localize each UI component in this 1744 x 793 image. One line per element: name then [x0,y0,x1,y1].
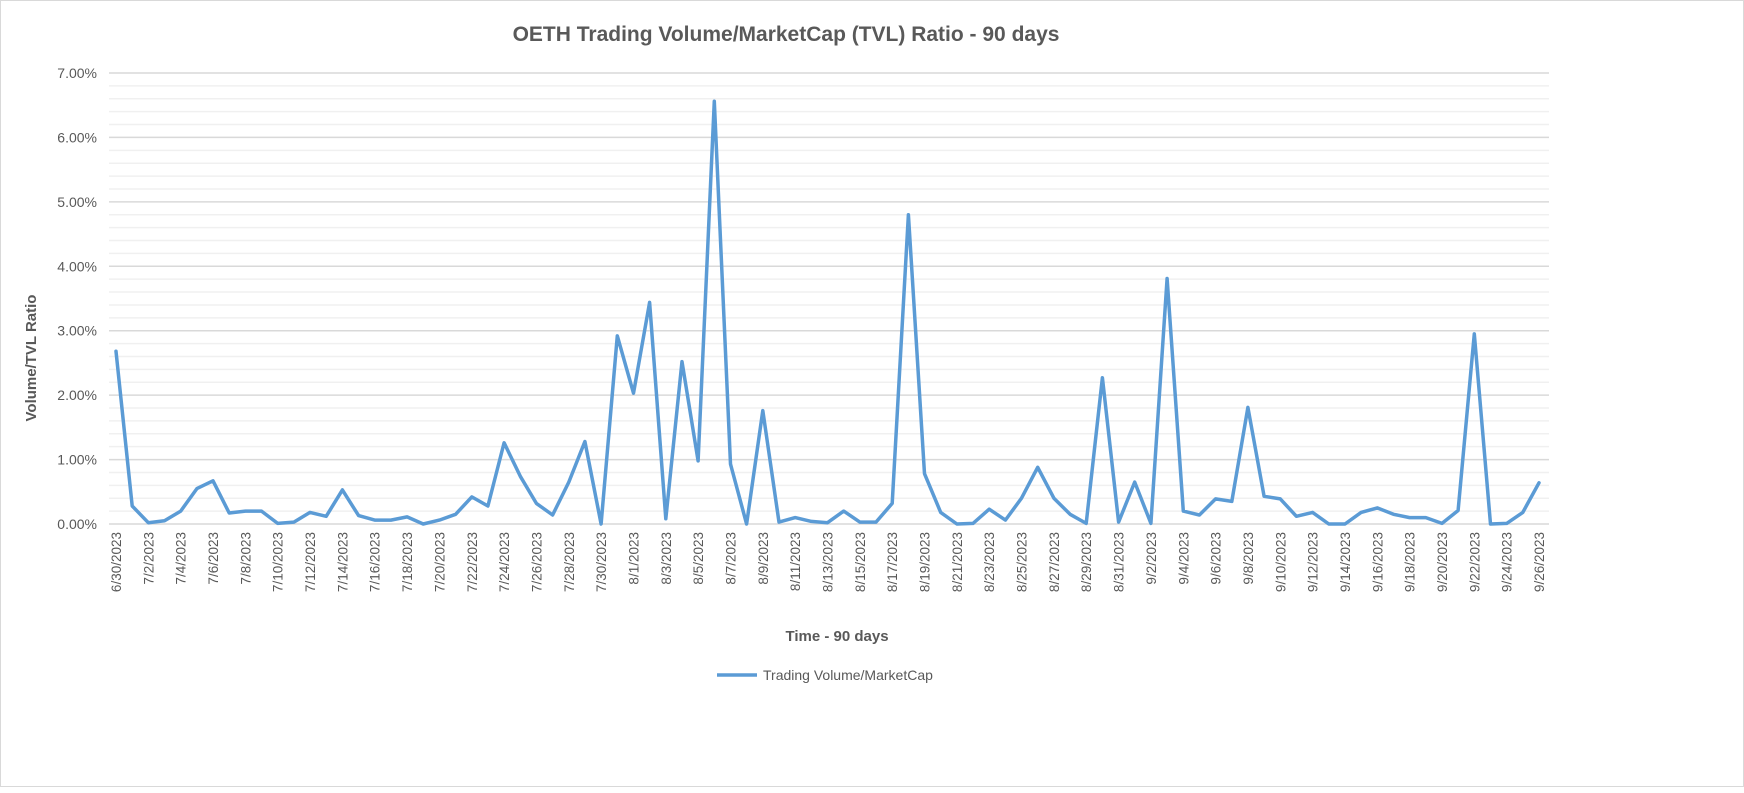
x-tick-label: 7/18/2023 [400,532,415,592]
legend: Trading Volume/MarketCap [717,667,933,683]
x-tick-label: 8/19/2023 [918,532,933,592]
x-tick-label: 7/6/2023 [206,532,221,585]
y-tick-label: 7.00% [57,65,97,81]
x-tick-label: 9/8/2023 [1241,532,1256,585]
x-tick-label: 8/11/2023 [788,532,803,591]
x-tick-label: 9/6/2023 [1209,532,1224,585]
y-tick-label: 5.00% [57,194,97,210]
y-tick-label: 4.00% [57,258,97,274]
x-tick-label: 9/24/2023 [1500,532,1515,592]
y-axis-label: Volume/TVL Ratio [23,295,40,422]
y-tick-label: 3.00% [57,323,97,339]
x-tick-label: 8/5/2023 [691,532,706,585]
x-tick-label: 7/26/2023 [529,532,544,592]
x-tick-label: 8/1/2023 [626,532,641,585]
x-tick-label: 8/17/2023 [885,532,900,592]
gridlines [109,73,1549,524]
x-tick-label: 9/26/2023 [1532,532,1547,592]
y-axis-ticks: 0.00% 1.00% 2.00% 3.00% 4.00% 5.00% 6.00% 7.00% [57,65,97,532]
x-tick-label: 7/20/2023 [432,532,447,592]
y-tick-label: 2.00% [57,387,97,403]
x-tick-label: 9/16/2023 [1370,532,1385,592]
x-tick-label: 9/20/2023 [1435,532,1450,592]
x-tick-label: 7/28/2023 [562,532,577,592]
x-tick-label: 8/7/2023 [723,532,738,585]
x-tick-label: 9/14/2023 [1338,532,1353,592]
x-tick-label: 7/4/2023 [174,532,189,585]
x-tick-label: 7/24/2023 [497,532,512,592]
x-tick-label: 8/21/2023 [950,532,965,592]
x-tick-label: 9/4/2023 [1176,532,1191,585]
y-tick-label: 0.00% [57,516,97,532]
x-tick-label: 9/22/2023 [1467,532,1482,592]
chart-title: OETH Trading Volume/MarketCap (TVL) Rati… [513,23,1060,46]
x-tick-label: 8/13/2023 [821,532,836,592]
y-tick-label: 6.00% [57,129,97,145]
x-tick-label: 7/30/2023 [594,532,609,592]
x-tick-label: 7/2/2023 [141,532,156,585]
x-axis-label: Time - 90 days [785,628,888,645]
x-tick-label: 7/12/2023 [303,532,318,592]
x-tick-label: 8/29/2023 [1079,532,1094,592]
series-line [116,101,1539,524]
x-tick-label: 7/14/2023 [335,532,350,592]
x-tick-label: 7/22/2023 [465,532,480,592]
x-tick-label: 7/16/2023 [368,532,383,592]
x-tick-label: 9/18/2023 [1403,532,1418,592]
x-tick-label: 9/10/2023 [1273,532,1288,592]
x-tick-label: 8/23/2023 [982,532,997,592]
x-tick-label: 8/3/2023 [659,532,674,585]
y-tick-label: 1.00% [57,452,97,468]
x-axis-ticks: 6/30/2023 7/2/2023 7/4/2023 7/6/2023 7/8/202… [109,532,1547,592]
x-tick-label: 6/30/2023 [109,532,124,592]
series-group [116,101,1539,524]
x-tick-label: 8/25/2023 [1015,532,1030,592]
x-tick-label: 7/10/2023 [271,532,286,592]
x-tick-label: 8/15/2023 [853,532,868,592]
x-tick-label: 7/8/2023 [238,532,253,585]
x-tick-label: 9/12/2023 [1306,532,1321,592]
x-tick-label: 8/9/2023 [756,532,771,585]
x-tick-label: 9/2/2023 [1144,532,1159,585]
legend-label: Trading Volume/MarketCap [763,667,933,683]
x-tick-label: 8/27/2023 [1047,532,1062,592]
x-tick-label: 8/31/2023 [1112,532,1127,592]
